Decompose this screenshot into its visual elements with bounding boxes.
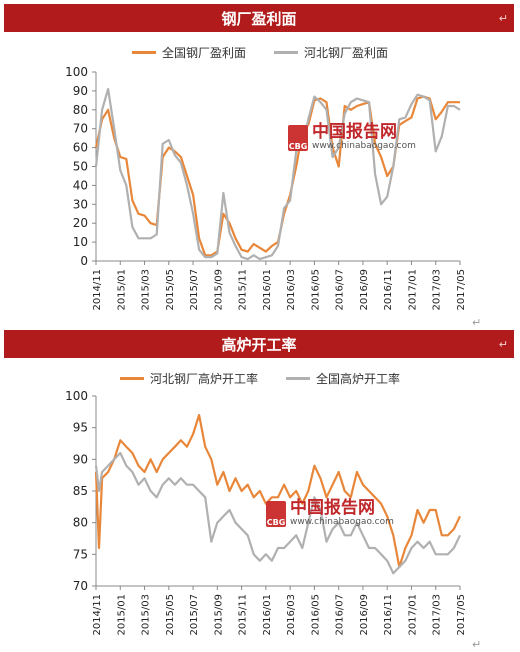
- legend-swatch: [131, 51, 156, 54]
- x-tick-label: 2015/03: [141, 594, 152, 636]
- x-tick-label: 2017/01: [407, 269, 418, 311]
- x-tick-label: 2017/05: [456, 269, 467, 311]
- watermark: CBG 中国报告网 www.chinabaogao.com: [288, 124, 416, 151]
- series-line: [94, 451, 461, 575]
- series-line: [94, 95, 460, 257]
- x-tick-label: 2016/05: [310, 594, 321, 636]
- banner-utilization: 高炉开工率 ↵: [4, 330, 514, 358]
- y-tick-label: 100: [65, 65, 88, 79]
- x-tick-label: 2016/09: [359, 594, 370, 636]
- legend-profit: 全国钢厂盈利面 河北钢厂盈利面: [0, 44, 520, 61]
- x-tick-label: 2015/05: [165, 594, 176, 636]
- legend-label: 河北钢厂高炉开工率: [149, 372, 258, 386]
- watermark-cn: 中国报告网: [312, 122, 397, 142]
- legend-swatch: [119, 377, 144, 380]
- watermark-logo: CBG: [266, 500, 286, 527]
- y-tick-label: 95: [73, 421, 88, 435]
- x-tick-label: 2016/03: [286, 594, 297, 636]
- y-tick-label: 90: [73, 84, 88, 98]
- paragraph-mark: ↵: [472, 316, 482, 329]
- watermark-logo: CBG: [288, 124, 308, 151]
- x-tick-label: 2016/07: [335, 594, 346, 636]
- legend-utilization: 河北钢厂高炉开工率 全国高炉开工率: [0, 370, 520, 387]
- y-tick-label: 100: [65, 389, 88, 403]
- legend-label: 全国高炉开工率: [316, 372, 401, 386]
- chart-utilization: 70 75 80 85 90 95 100 2014/11 2015/01 2015/03 2015…: [65, 389, 467, 636]
- y-tick-label: 10: [73, 235, 88, 249]
- paragraph-mark: ↵: [498, 11, 508, 25]
- series-line: [94, 413, 461, 569]
- watermark: CBG 中国报告网 www.chinabaogao.com: [266, 500, 394, 527]
- legend-item: 全国钢厂盈利面: [131, 44, 246, 61]
- x-tick-label: 2015/01: [116, 594, 127, 636]
- x-tick-label: 2015/01: [116, 269, 127, 311]
- x-tick-label: 2015/09: [213, 594, 224, 636]
- x-tick-label: 2016/03: [286, 269, 297, 311]
- legend-swatch: [274, 51, 298, 54]
- paragraph-mark: ↵: [472, 638, 482, 651]
- series-line: [94, 87, 461, 261]
- legend-item: 全国高炉开工率: [286, 370, 400, 387]
- legend-swatch: [286, 377, 310, 380]
- y-tick-label: 0: [80, 254, 88, 268]
- banner-title: 钢厂盈利面: [221, 9, 297, 28]
- x-tick-label: 2015/11: [238, 594, 249, 636]
- x-tick-label: 2017/01: [407, 594, 418, 636]
- y-tick-label: 80: [73, 103, 88, 117]
- x-tick-label: 2016/11: [383, 594, 394, 636]
- watermark-url: www.chinabaogao.com: [290, 517, 394, 527]
- y-tick-label: 85: [73, 484, 88, 498]
- x-tick-label: 2017/03: [432, 269, 443, 311]
- y-tick-label: 75: [73, 547, 88, 561]
- x-tick-label: 2016/09: [359, 269, 370, 311]
- y-tick-label: 50: [73, 160, 88, 174]
- x-tick-label: 2016/11: [383, 269, 394, 311]
- x-tick-label: 2015/03: [141, 269, 152, 311]
- y-tick-label: 60: [73, 141, 88, 155]
- x-tick-label: 2017/03: [432, 594, 443, 636]
- y-tick-label: 70: [73, 579, 88, 593]
- x-tick-label: 2015/07: [189, 269, 200, 311]
- banner-profit: 钢厂盈利面 ↵: [4, 4, 514, 32]
- x-tick-label: 2014/11: [92, 594, 103, 636]
- x-tick-label: 2014/11: [92, 269, 103, 311]
- x-tick-label: 2016/01: [262, 594, 273, 636]
- x-tick-label: 2015/07: [189, 594, 200, 636]
- legend-item: 河北钢厂盈利面: [274, 44, 388, 61]
- banner-title: 高炉开工率: [221, 335, 297, 354]
- chart-profit: 0 10 20 30 40 50 60 70 80 90 100 2014/11 2015/01 2015…: [65, 65, 467, 311]
- y-tick-label: 30: [73, 197, 88, 211]
- watermark-cn: 中国报告网: [290, 498, 375, 518]
- x-tick-label: 2016/07: [335, 269, 346, 311]
- legend-label: 全国钢厂盈利面: [161, 46, 246, 60]
- x-tick-label: 2015/09: [213, 269, 224, 311]
- y-tick-label: 40: [73, 178, 88, 192]
- legend-label: 河北钢厂盈利面: [304, 46, 389, 60]
- x-tick-label: 2015/05: [165, 269, 176, 311]
- x-tick-label: 2017/05: [456, 594, 467, 636]
- y-tick-label: 70: [73, 122, 88, 136]
- y-tick-label: 80: [73, 516, 88, 530]
- x-tick-label: 2016/01: [262, 269, 273, 311]
- legend-item: 河北钢厂高炉开工率: [119, 370, 258, 387]
- x-tick-label: 2015/11: [238, 269, 249, 311]
- x-tick-label: 2016/05: [310, 269, 321, 311]
- y-tick-label: 90: [73, 452, 88, 466]
- paragraph-mark: ↵: [498, 337, 508, 351]
- y-tick-label: 20: [73, 216, 88, 230]
- watermark-url: www.chinabaogao.com: [312, 141, 416, 151]
